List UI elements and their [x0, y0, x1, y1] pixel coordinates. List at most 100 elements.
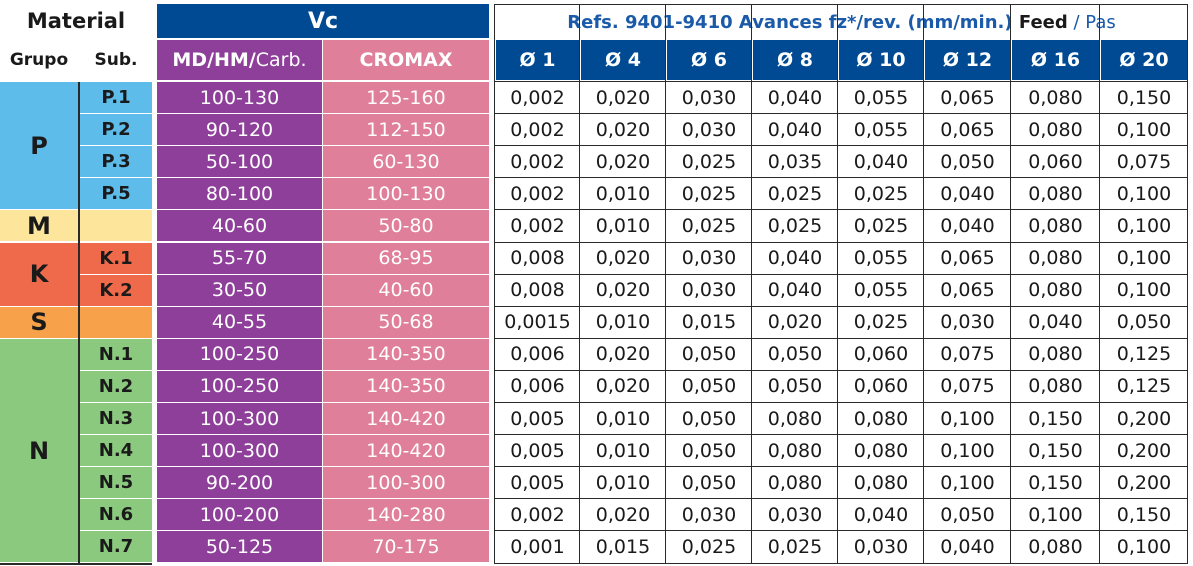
feed-value-cell: 0,020 [580, 338, 666, 370]
feed-value-cell: 0,001 [495, 531, 580, 563]
grid-vline [494, 4, 495, 564]
md-hm-carb-header: MD/HM/Carb. [157, 40, 322, 80]
grid-hline [494, 81, 1188, 82]
feed-value-cell: 0,050 [666, 467, 752, 499]
feed-value-cell: 0,065 [924, 242, 1011, 274]
grid-vline [78, 82, 80, 564]
grid-vline [837, 4, 838, 564]
feed-value-cell: 0,006 [495, 370, 580, 402]
feed-value-cell: 0,080 [1011, 178, 1100, 210]
vc-cromax-cell: 70-175 [323, 531, 489, 563]
grid-hline [494, 530, 1188, 532]
feed-value-cell: 0,030 [666, 242, 752, 274]
feed-value-cell: 0,040 [838, 499, 924, 531]
feed-value-cell: 0,020 [580, 370, 666, 402]
feed-value-cell: 0,080 [838, 435, 924, 467]
feed-value-cell: 0,025 [752, 210, 838, 242]
feed-value-cell: 0,040 [752, 274, 838, 306]
vc-header: Vc [157, 4, 489, 38]
feed-value-cell: 0,065 [924, 82, 1011, 114]
sub-cell: N.3 [80, 403, 152, 435]
vc-cromax-cell: 112-150 [323, 114, 489, 146]
material-header: Material [0, 4, 152, 38]
sub-cell: N.5 [80, 467, 152, 499]
feed-value-cell: 0,080 [752, 403, 838, 435]
vc-cromax-cell: 140-420 [323, 435, 489, 467]
grupo-header: Grupo [0, 40, 78, 80]
vc-md-cell: 55-70 [157, 242, 322, 274]
vc-md-cell: 40-55 [157, 306, 322, 338]
sub-cell [80, 210, 152, 242]
feed-value-cell: 0,010 [580, 210, 666, 242]
feed-value-cell: 0,055 [838, 114, 924, 146]
vc-md-cell: 100-300 [157, 435, 322, 467]
feed-value-cell: 0,010 [580, 467, 666, 499]
feed-value-cell: 0,065 [924, 274, 1011, 306]
vc-cromax-cell: 140-420 [323, 403, 489, 435]
grid-vline [665, 4, 666, 564]
refs-header: Refs. 9401-9410 Avances fz*/rev. (mm/min… [495, 4, 1188, 40]
grid-hline [494, 209, 1188, 211]
feed-value-cell: 0,050 [666, 370, 752, 402]
group-cell-n: N [0, 338, 78, 563]
feed-value-cell: 0,055 [838, 242, 924, 274]
feed-value-cell: 0,125 [1100, 370, 1188, 402]
grid-hline [494, 177, 1188, 179]
diameter-header-2: Ø 4 [581, 40, 665, 80]
feed-value-cell: 0,080 [752, 467, 838, 499]
vc-md-cell: 90-120 [157, 114, 322, 146]
sub-header: Sub. [80, 40, 152, 80]
feed-value-cell: 0,080 [838, 403, 924, 435]
feed-value-cell: 0,025 [838, 178, 924, 210]
grid-hline [494, 562, 1188, 564]
grid-vline [579, 4, 580, 564]
vc-md-cell: 90-200 [157, 467, 322, 499]
feed-value-cell: 0,080 [1011, 274, 1100, 306]
group-cell-m: M [0, 210, 78, 242]
grid-hline [494, 273, 1188, 275]
feed-value-cell: 0,060 [838, 370, 924, 402]
feed-value-cell: 0,020 [580, 499, 666, 531]
feed-value-cell: 0,025 [666, 178, 752, 210]
feed-value-cell: 0,025 [752, 531, 838, 563]
feed-value-cell: 0,050 [666, 338, 752, 370]
feed-value-cell: 0,002 [495, 210, 580, 242]
feed-value-cell: 0,002 [495, 82, 580, 114]
feed-value-cell: 0,002 [495, 114, 580, 146]
feed-value-cell: 0,020 [580, 82, 666, 114]
pas-text: / Pas [1067, 11, 1116, 33]
sub-cell: K.1 [80, 242, 152, 274]
md-hm-text: MD/HM/ [172, 49, 256, 71]
grid-hline [494, 305, 1188, 307]
feed-value-cell: 0,055 [838, 82, 924, 114]
feed-value-cell: 0,150 [1011, 403, 1100, 435]
feed-value-cell: 0,025 [666, 210, 752, 242]
feed-value-cell: 0,125 [1100, 338, 1188, 370]
grid-hline [494, 337, 1188, 339]
vc-cromax-cell: 68-95 [323, 242, 489, 274]
feed-value-cell: 0,075 [924, 370, 1011, 402]
vc-cromax-cell: 100-130 [323, 178, 489, 210]
feed-value-cell: 0,035 [752, 146, 838, 178]
feed-value-cell: 0,100 [1100, 274, 1188, 306]
feed-value-cell: 0,025 [666, 531, 752, 563]
grid-hline [494, 402, 1188, 403]
feed-value-cell: 0,100 [924, 467, 1011, 499]
grid-hline [494, 369, 1188, 371]
feed-value-cell: 0,055 [838, 274, 924, 306]
diameter-header-3: Ø 6 [667, 40, 751, 80]
feed-value-cell: 0,030 [666, 499, 752, 531]
sub-cell: N.4 [80, 435, 152, 467]
grid-vline [751, 4, 752, 564]
feed-value-cell: 0,040 [924, 531, 1011, 563]
feed-value-cell: 0,006 [495, 338, 580, 370]
feed-value-cell: 0,030 [666, 274, 752, 306]
feed-value-cell: 0,030 [666, 82, 752, 114]
vc-md-cell: 50-100 [157, 146, 322, 178]
grid-hline [494, 4, 1188, 5]
feed-value-cell: 0,100 [1100, 178, 1188, 210]
feed-value-cell: 0,050 [752, 370, 838, 402]
feed-value-cell: 0,020 [580, 114, 666, 146]
feed-value-cell: 0,150 [1100, 499, 1188, 531]
